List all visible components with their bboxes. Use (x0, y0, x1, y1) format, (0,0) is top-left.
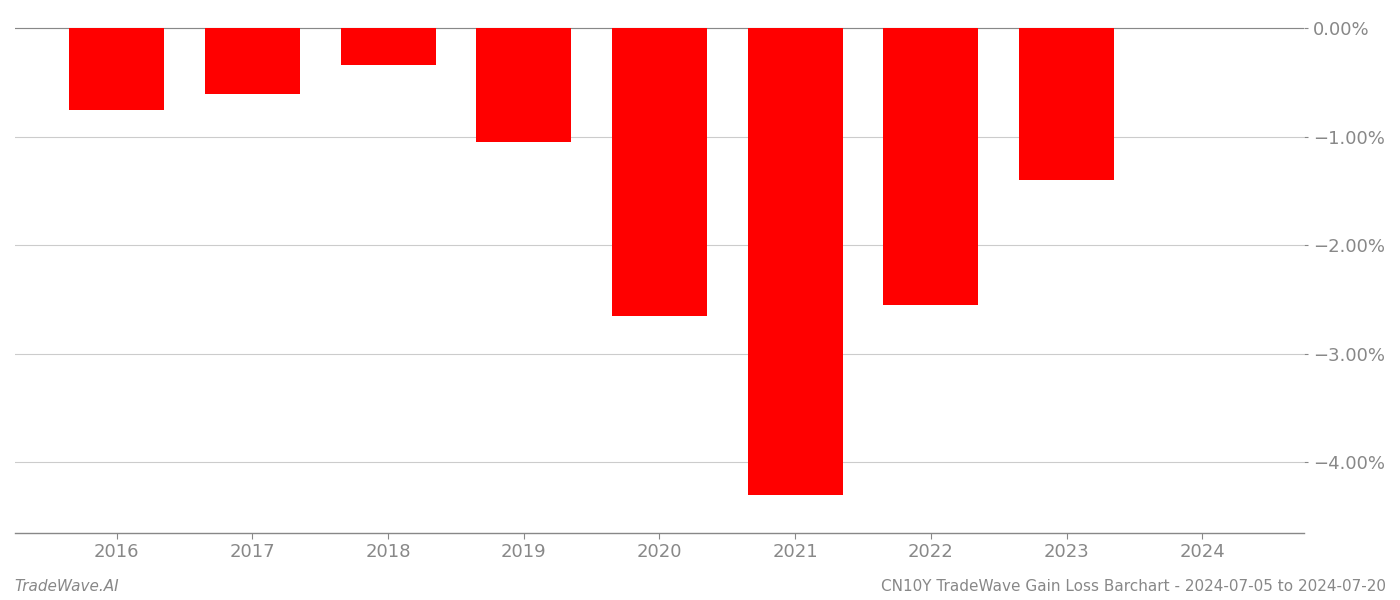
Text: TradeWave.AI: TradeWave.AI (14, 579, 119, 594)
Bar (883, 28, 979, 305)
Bar (204, 28, 300, 94)
Bar (1019, 28, 1114, 180)
Bar (69, 28, 164, 110)
Bar (748, 28, 843, 494)
Bar (612, 28, 707, 316)
Bar (476, 28, 571, 142)
Bar (340, 28, 435, 65)
Text: CN10Y TradeWave Gain Loss Barchart - 2024-07-05 to 2024-07-20: CN10Y TradeWave Gain Loss Barchart - 202… (881, 579, 1386, 594)
